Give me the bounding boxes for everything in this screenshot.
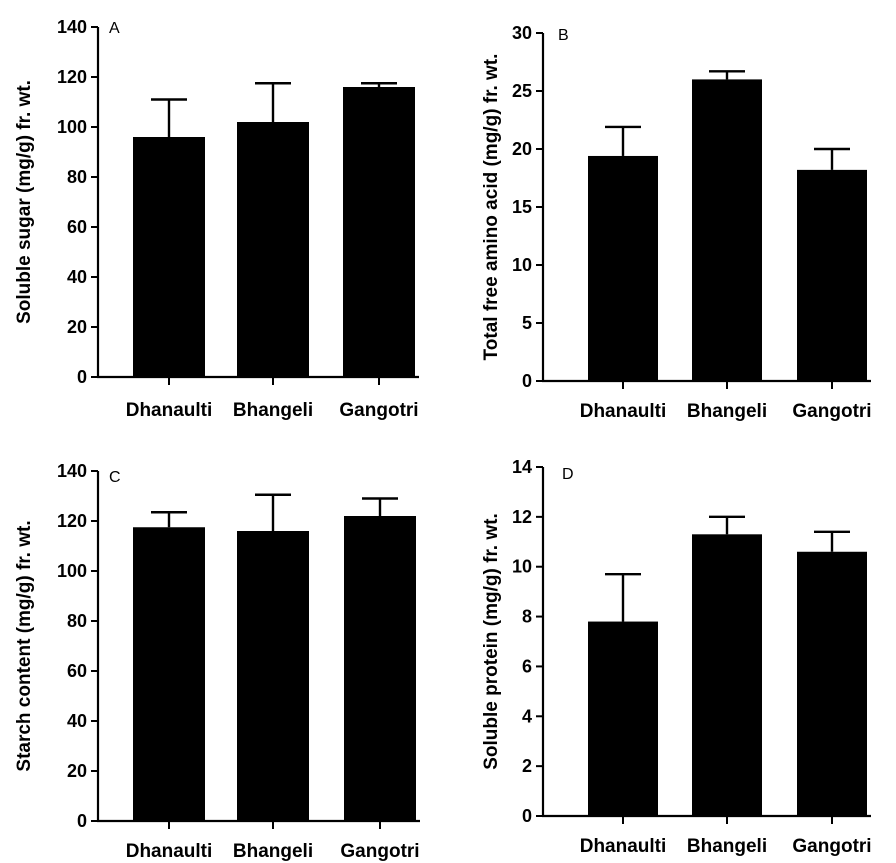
- y-tick-label: 20: [67, 761, 87, 781]
- y-tick-label: 0: [522, 806, 532, 826]
- y-tick-label: 20: [512, 139, 532, 159]
- x-tick-label: Gangotri: [792, 836, 871, 857]
- y-tick-label: 120: [57, 511, 87, 531]
- y-axis-title: Soluble sugar (mg/g) fr. wt.: [14, 80, 35, 324]
- x-tick-label: Gangotri: [339, 400, 418, 421]
- y-tick-label: 15: [512, 197, 532, 217]
- y-tick-label: 8: [522, 607, 532, 627]
- chart-panel-c: 0 20 40 60 80 100 120 140 Dhanaulti Bhangeli Gango…: [14, 461, 420, 862]
- bar-dhanaulti: [588, 621, 658, 816]
- y-tick-label: 140: [57, 17, 87, 37]
- panel-label: A: [109, 20, 120, 37]
- x-tick-label: Dhanaulti: [580, 836, 667, 857]
- x-tick-label: Gangotri: [340, 841, 419, 862]
- chart-panel-b: 0 5 10 15 20 25 30 Dhanaulti Bhangeli Gangotri Tot…: [481, 23, 872, 422]
- y-axis-title: Starch content (mg/g) fr. wt.: [14, 520, 35, 771]
- y-tick-label: 40: [67, 711, 87, 731]
- y-tick-label: 100: [57, 117, 87, 137]
- y-tick-label: 2: [522, 756, 532, 776]
- y-tick-label: 4: [522, 706, 532, 726]
- x-tick-label: Bhangeli: [233, 400, 313, 421]
- chart-panel-d: 0 2 4 6 8 10 12 14 Dhanaulti Bhangeli Gangotri Solu…: [481, 457, 872, 857]
- y-tick-label: 14: [512, 457, 532, 477]
- y-axis-title: Total free amino acid (mg/g) fr. wt.: [481, 54, 502, 361]
- y-tick-label: 140: [57, 461, 87, 481]
- x-tick-label: Bhangeli: [687, 401, 767, 422]
- panel-label: C: [109, 469, 121, 486]
- x-tick-label: Bhangeli: [687, 836, 767, 857]
- chart-panel-a: 0 20 40 60 80 100 120 140 Dhanaulti Bhangeli Gango…: [14, 17, 419, 421]
- y-tick-label: 80: [67, 167, 87, 187]
- bar-dhanaulti: [588, 155, 658, 381]
- y-tick-label: 0: [77, 811, 87, 831]
- x-tick-label: Dhanaulti: [580, 401, 667, 422]
- bar-bhangeli: [692, 534, 762, 816]
- y-tick-label: 80: [67, 611, 87, 631]
- y-axis-title: Soluble protein (mg/g) fr. wt.: [481, 513, 502, 770]
- y-tick-label: 60: [67, 217, 87, 237]
- bar-dhanaulti: [133, 137, 205, 377]
- bar-bhangeli: [692, 79, 762, 382]
- y-tick-label: 12: [512, 507, 532, 527]
- bar-dhanaulti: [133, 527, 205, 821]
- panel-label: D: [562, 466, 574, 483]
- y-tick-label: 20: [67, 317, 87, 337]
- x-tick-label: Gangotri: [792, 401, 871, 422]
- x-tick-label: Dhanaulti: [126, 400, 213, 421]
- y-tick-label: 40: [67, 267, 87, 287]
- y-tick-label: 10: [512, 557, 532, 577]
- y-tick-label: 0: [77, 367, 87, 387]
- bar-gangotri: [343, 87, 415, 377]
- y-tick-label: 30: [512, 23, 532, 43]
- y-tick-label: 6: [522, 656, 532, 676]
- y-tick-label: 5: [522, 313, 532, 333]
- bar-gangotri: [344, 516, 416, 821]
- bar-gangotri: [797, 551, 867, 816]
- y-tick-label: 25: [512, 81, 532, 101]
- bar-bhangeli: [237, 531, 309, 821]
- y-tick-label: 120: [57, 67, 87, 87]
- bar-bhangeli: [237, 122, 309, 377]
- y-tick-label: 10: [512, 255, 532, 275]
- x-tick-label: Bhangeli: [233, 841, 313, 862]
- bar-gangotri: [797, 169, 867, 381]
- x-tick-label: Dhanaulti: [126, 841, 213, 862]
- y-tick-label: 60: [67, 661, 87, 681]
- y-tick-label: 100: [57, 561, 87, 581]
- panel-label: B: [558, 27, 569, 44]
- y-tick-label: 0: [522, 371, 532, 391]
